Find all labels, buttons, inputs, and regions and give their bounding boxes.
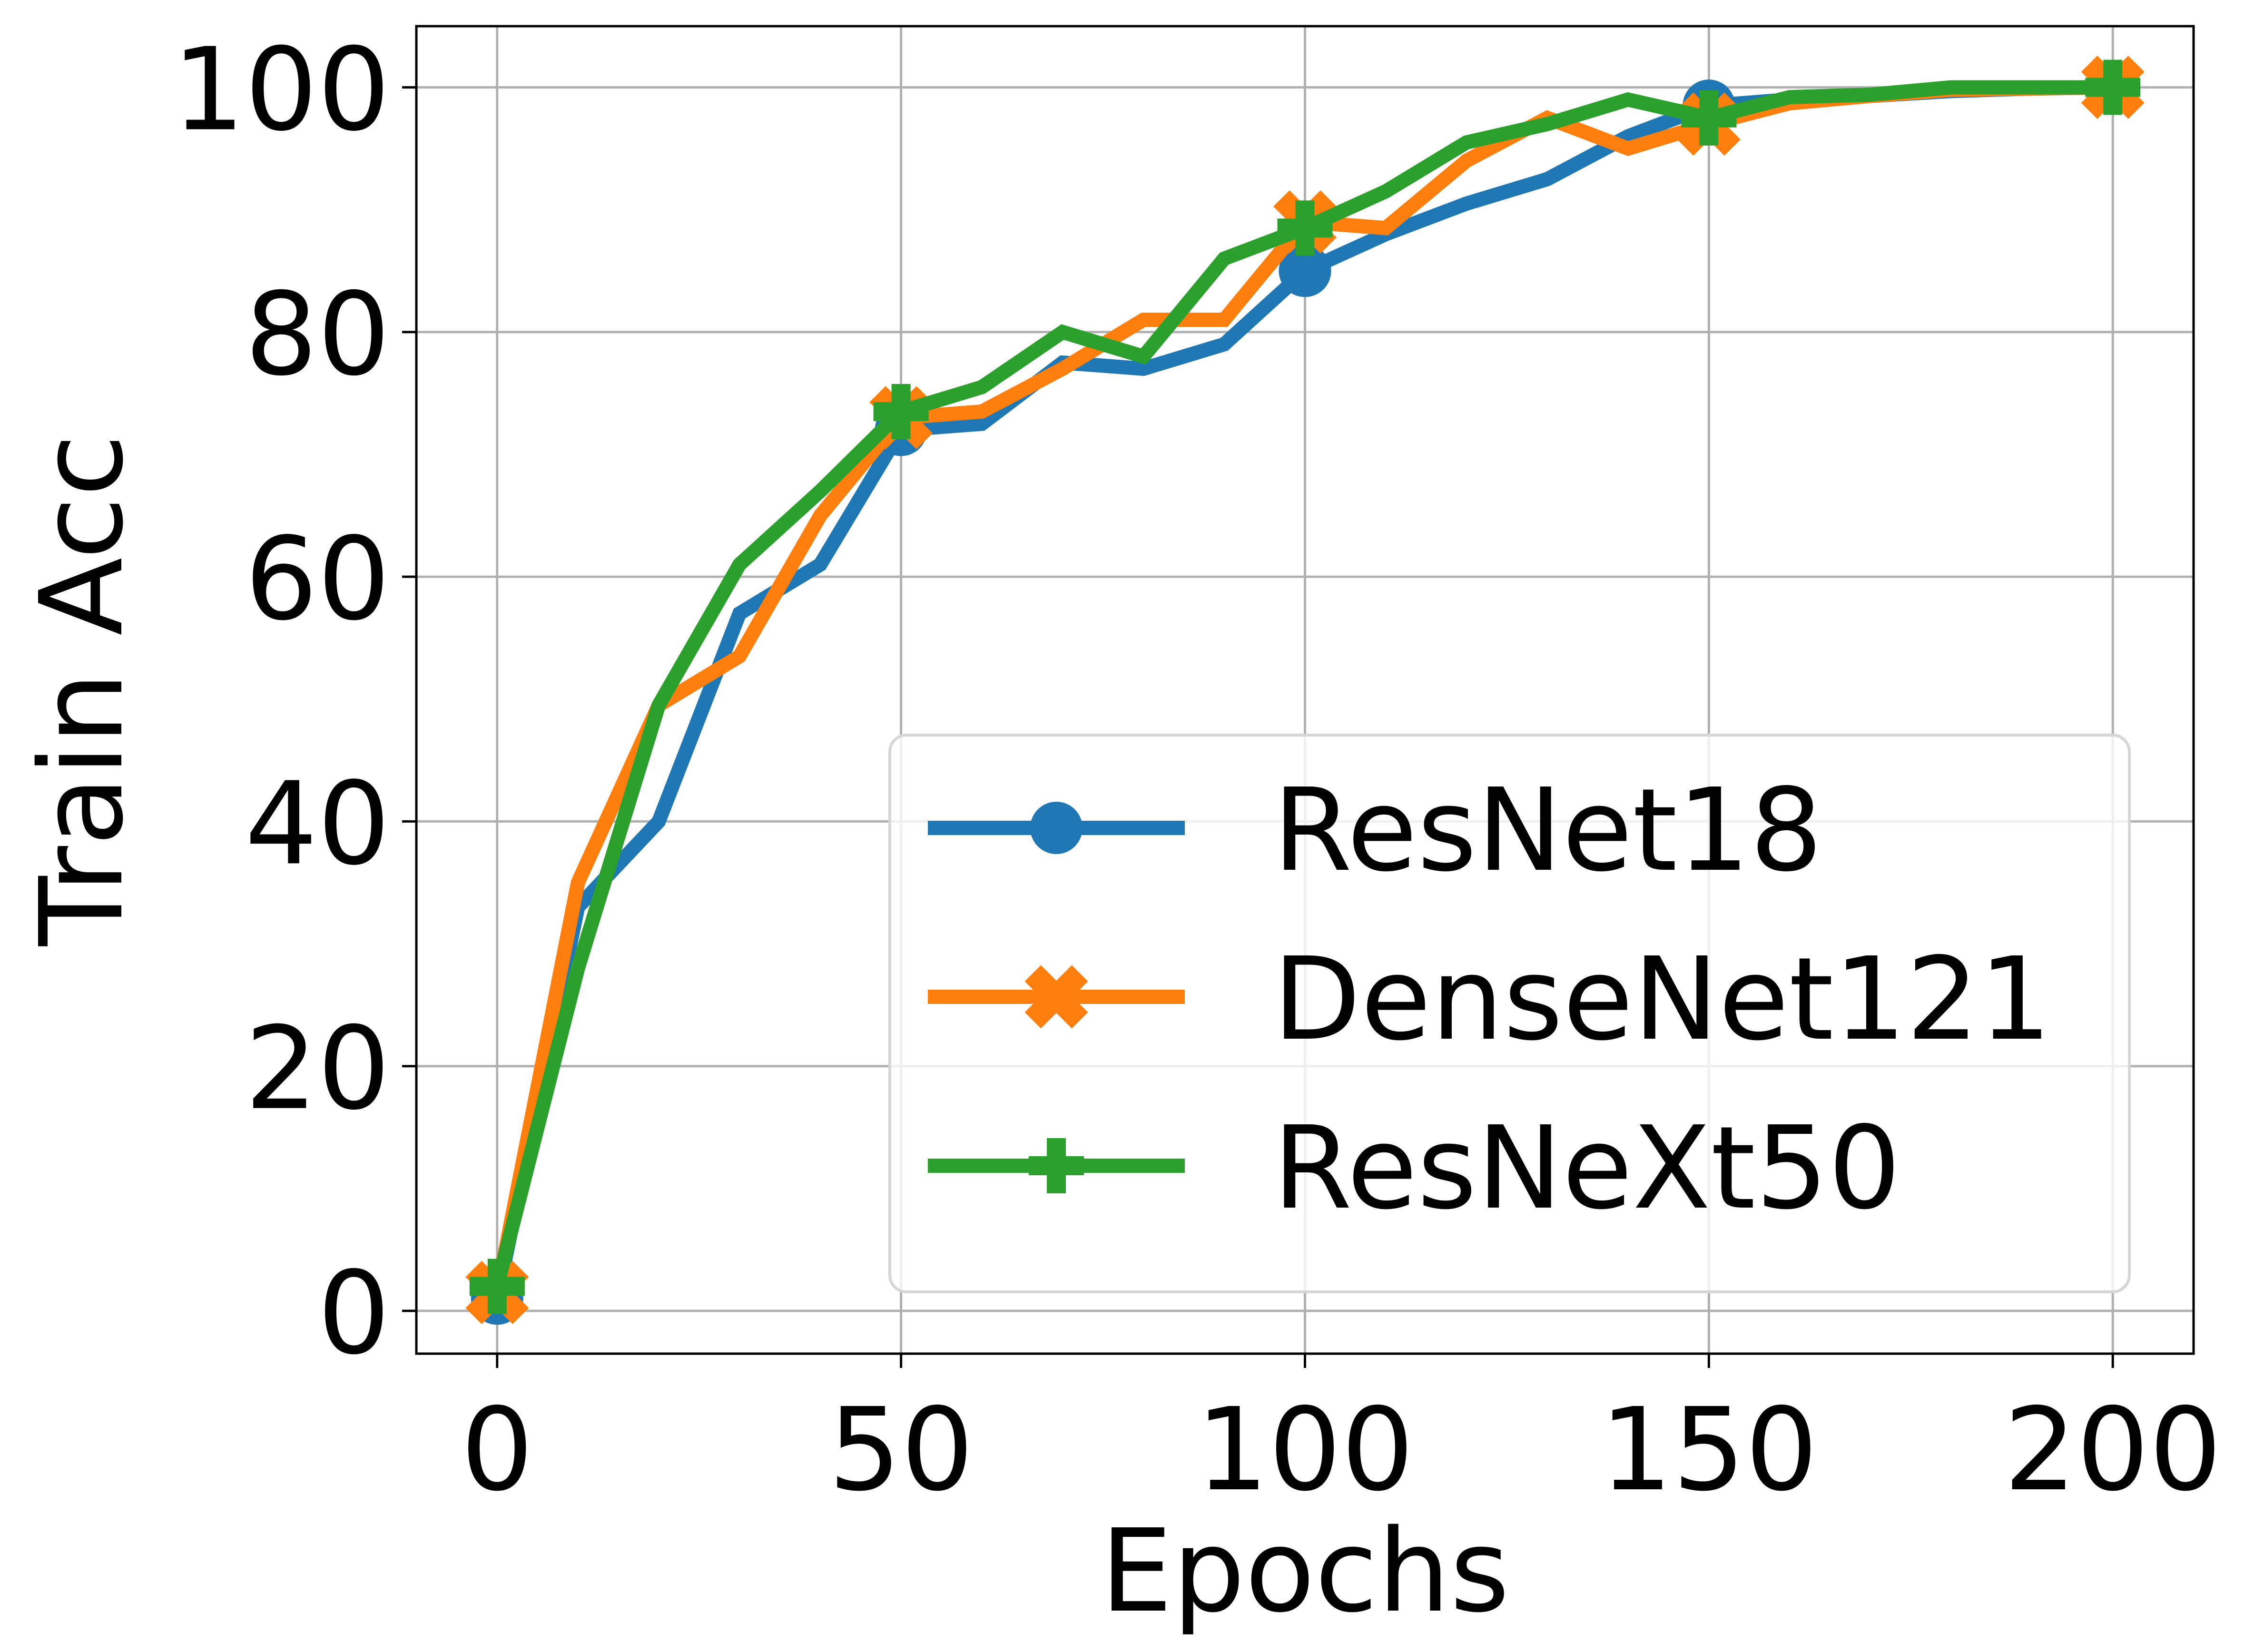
legend-marker-1-bar-b <box>1024 965 1088 1029</box>
series-group <box>465 56 2145 1325</box>
y-tick-label: 80 <box>245 268 390 401</box>
legend-label-2: ResNeXt50 <box>1273 1101 1901 1235</box>
x-tick-label: 0 <box>461 1383 533 1516</box>
legend-marker-1 <box>1024 965 1088 1029</box>
legend-marker-0 <box>1030 802 1083 854</box>
data-point-2-0-bar-b <box>487 1259 507 1314</box>
y-tick-label: 40 <box>245 757 390 890</box>
x-tick-label: 100 <box>1196 1383 1414 1516</box>
data-point-2-50-bar-b <box>891 384 911 439</box>
y-tick-label: 0 <box>317 1247 390 1380</box>
data-point-2-150-bar-b <box>1699 90 1719 146</box>
data-point-2-200 <box>2085 59 2141 115</box>
data-point-2-50 <box>873 384 929 439</box>
x-tick-label: 150 <box>1600 1383 1818 1516</box>
x-tick-label: 200 <box>2004 1383 2222 1516</box>
y-tick-label: 100 <box>172 23 390 157</box>
y-tick-label: 60 <box>245 512 390 646</box>
y-tick-label: 20 <box>245 1002 390 1135</box>
legend-label-1: DenseNet121 <box>1273 933 2052 1066</box>
data-point-2-200-bar-b <box>2103 59 2123 115</box>
legend: ResNet18 DenseNet121 ResNeXt50 <box>888 734 2131 1293</box>
data-point-2-0 <box>469 1259 525 1314</box>
data-point-2-100-bar-b <box>1295 200 1315 256</box>
legend-marker-2 <box>1029 1138 1084 1193</box>
legend-marker-2-bar-b <box>1047 1138 1066 1193</box>
ticks: 0 50 100 150 200 0 20 40 60 80 100 <box>172 23 2222 1516</box>
x-tick-label: 50 <box>828 1383 974 1516</box>
series-2 <box>469 59 2141 1314</box>
x-axis-title: Epochs <box>1101 1504 1510 1638</box>
data-point-0-100 <box>1279 245 1331 297</box>
data-point-2-100 <box>1277 200 1333 256</box>
legend-label-0: ResNet18 <box>1273 764 1822 897</box>
y-axis-title: Train Acc <box>15 434 148 946</box>
legend-box <box>888 734 2131 1293</box>
data-point-2-150 <box>1681 90 1737 146</box>
